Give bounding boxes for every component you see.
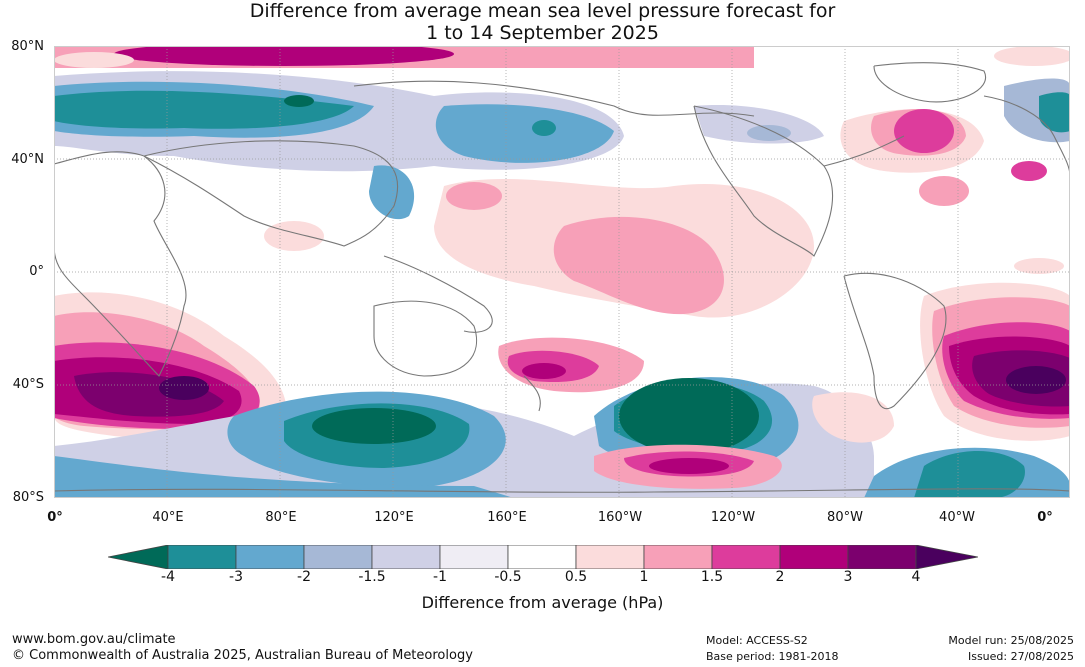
colorbar-cell <box>643 545 713 569</box>
lat-label-0: 0° <box>29 264 44 279</box>
south-america-coast <box>843 272 947 409</box>
anomaly-arctic <box>54 46 1070 68</box>
africa-coast <box>54 151 187 377</box>
asia-coast <box>143 140 399 247</box>
anomaly-tropical-pacific <box>264 178 814 318</box>
colorbar-tick-label: -2 <box>297 569 311 585</box>
map-svg <box>54 46 1070 498</box>
anomaly-north-atlantic-high <box>840 108 1047 206</box>
lon-label-160e: 160°E <box>487 510 527 525</box>
colorbar-tick-label: -3 <box>229 569 243 585</box>
colorbar-label: Difference from average (hPa) <box>421 593 664 612</box>
lon-label-80e: 80°E <box>265 510 297 525</box>
greenland-coast <box>873 62 987 103</box>
colorbar-cell <box>303 545 373 569</box>
coastlines <box>54 62 1070 493</box>
colorbar-tick-label: 4 <box>911 569 921 585</box>
antarctica-coast <box>54 488 1070 493</box>
colorbar <box>108 545 978 569</box>
issued-date: Issued: 27/08/2025 <box>967 650 1074 663</box>
colorbar-cell <box>847 545 917 569</box>
colorbar-cell <box>235 545 305 569</box>
lon-label-40e: 40°E <box>152 510 184 525</box>
map-frame <box>54 46 1070 498</box>
colorbar-tick-label: -1.5 <box>358 569 386 585</box>
lon-label-120e: 120°E <box>374 510 414 525</box>
model-name: Model: ACCESS-S2 <box>706 634 808 647</box>
colorbar-extension-low <box>108 545 169 569</box>
colorbar-tick-label: 1 <box>639 569 649 585</box>
colorbar-tick-label: 2 <box>775 569 785 585</box>
lat-label-80s: 80°S <box>12 490 44 505</box>
lon-label-120w: 120°W <box>710 510 756 525</box>
lon-label-160w: 160°W <box>597 510 643 525</box>
colorbar-cell <box>371 545 441 569</box>
new-zealand-coast <box>523 375 541 412</box>
colorbar-tick-label: 1.5 <box>700 569 724 585</box>
map-title-line2: 1 to 14 September 2025 <box>426 22 659 44</box>
colorbar-tick-label: 3 <box>843 569 853 585</box>
anomaly-south-indian-high <box>54 292 287 441</box>
model-run-date: Model run: 25/08/2025 <box>948 634 1074 647</box>
colorbar-cell <box>575 545 645 569</box>
anomaly-south-pacific-high <box>498 337 894 489</box>
website-link[interactable]: www.bom.gov.au/climate <box>12 632 176 647</box>
colorbar-extension-high <box>915 545 978 569</box>
anomaly-northern-low <box>54 71 1070 220</box>
lon-label-40w: 40°W <box>939 510 975 525</box>
map-title-line1: Difference from average mean sea level p… <box>249 0 836 22</box>
colorbar-tick-label: -0.5 <box>494 569 522 585</box>
colorbar-cell <box>439 545 509 569</box>
lat-label-80n: 80°N <box>11 39 44 54</box>
lon-label-0-left: 0° <box>47 510 63 525</box>
australia-coast <box>373 300 478 377</box>
colorbar-cell <box>711 545 781 569</box>
colorbar-tick-label: -4 <box>161 569 175 585</box>
lat-label-40n: 40°N <box>11 152 44 167</box>
colorbar-tick-label: 0.5 <box>564 569 588 585</box>
europe-coast <box>983 95 1070 177</box>
pressure-anomaly-map <box>54 46 1070 498</box>
base-period: Base period: 1981-2018 <box>706 650 839 663</box>
graticule <box>54 46 1070 498</box>
lon-label-80w: 80°W <box>827 510 863 525</box>
anomaly-south-atlantic-high <box>920 258 1070 441</box>
colorbar-cell <box>167 545 237 569</box>
north-america-coast <box>693 105 834 257</box>
greenland-link <box>823 135 905 167</box>
lat-label-40s: 40°S <box>12 377 44 392</box>
colorbar-cell <box>507 545 577 569</box>
maritime-continent-coast <box>383 255 493 333</box>
colorbar-cell <box>779 545 849 569</box>
lon-label-0-right: 0° <box>1037 510 1053 525</box>
colorbar-tick-label: -1 <box>433 569 447 585</box>
copyright-text: © Commonwealth of Australia 2025, Austra… <box>12 648 473 663</box>
